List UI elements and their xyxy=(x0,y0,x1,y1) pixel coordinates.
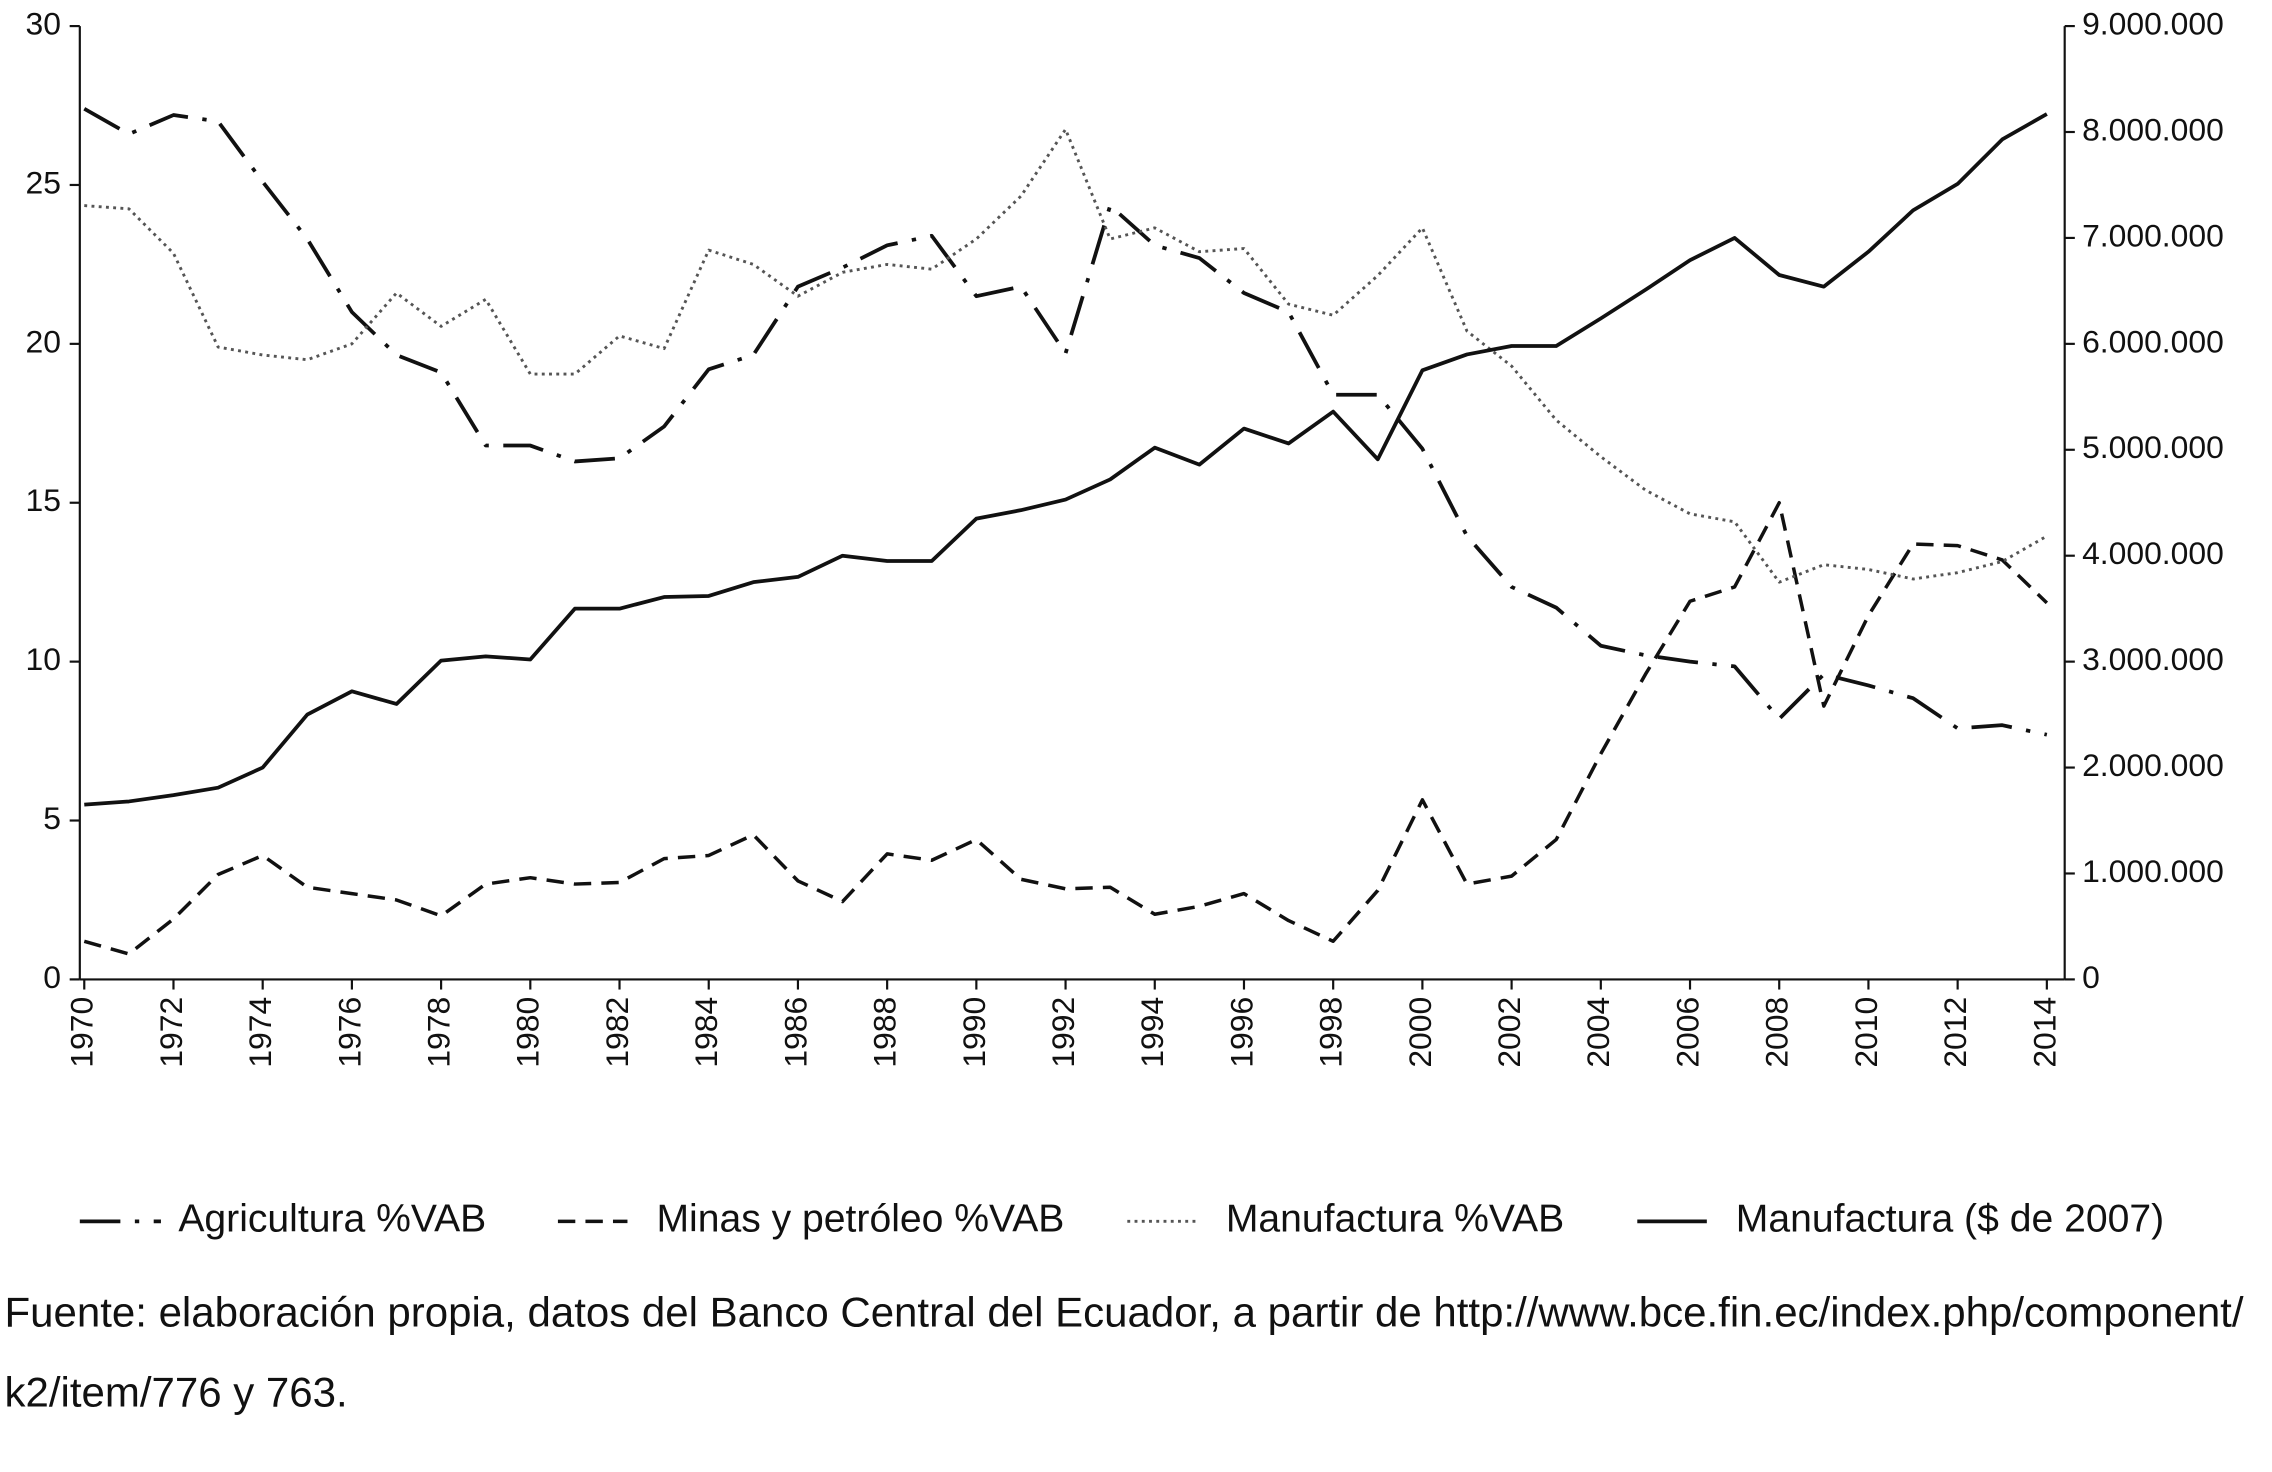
y2-tick-label: 0 xyxy=(2082,959,2100,995)
x-tick-label: 2014 xyxy=(2026,997,2062,1068)
source-note: k2/item/776 y 763. xyxy=(4,1368,347,1415)
x-tick-label: 1982 xyxy=(599,997,635,1068)
y2-tick-label: 6.000.000 xyxy=(2082,323,2224,359)
x-tick-label: 1994 xyxy=(1134,997,1170,1068)
legend-label: Manufactura %VAB xyxy=(1226,1198,1564,1241)
x-tick-label: 1974 xyxy=(242,997,278,1068)
y-tick-label: 0 xyxy=(43,959,61,995)
source-note: Fuente: elaboración propia, datos del Ba… xyxy=(4,1289,2243,1336)
legend-label: Agricultura %VAB xyxy=(178,1198,486,1241)
y2-tick-label: 2.000.000 xyxy=(2082,747,2224,783)
x-tick-label: 1990 xyxy=(956,997,992,1068)
y-tick-label: 20 xyxy=(26,323,61,359)
y2-tick-label: 3.000.000 xyxy=(2082,641,2224,677)
y2-tick-label: 7.000.000 xyxy=(2082,217,2224,253)
y2-tick-label: 1.000.000 xyxy=(2082,853,2224,889)
y2-tick-label: 9.000.000 xyxy=(2082,6,2224,42)
x-tick-label: 2008 xyxy=(1759,997,1795,1068)
series-line xyxy=(83,107,2048,737)
x-tick-label: 2010 xyxy=(1848,997,1884,1068)
x-tick-label: 1998 xyxy=(1313,997,1349,1068)
y-tick-label: 5 xyxy=(43,800,61,836)
series-line xyxy=(84,112,2048,807)
y2-tick-label: 5.000.000 xyxy=(2082,429,2224,465)
x-tick-label: 1984 xyxy=(688,997,724,1068)
x-tick-label: 1978 xyxy=(421,997,457,1068)
x-tick-label: 2002 xyxy=(1491,997,1527,1068)
x-tick-label: 1996 xyxy=(1223,997,1259,1068)
x-tick-label: 1988 xyxy=(867,997,903,1068)
x-tick-label: 1992 xyxy=(1045,997,1081,1068)
y-tick-label: 30 xyxy=(26,6,61,42)
x-tick-label: 1972 xyxy=(153,997,189,1068)
y-tick-label: 10 xyxy=(26,641,61,677)
y-tick-label: 25 xyxy=(26,164,61,200)
x-tick-label: 2006 xyxy=(1669,997,1705,1068)
legend-label: Manufactura ($ de 2007) xyxy=(1736,1198,2164,1241)
series-line xyxy=(83,501,2049,956)
x-tick-label: 2004 xyxy=(1580,997,1616,1068)
x-tick-label: 1970 xyxy=(64,997,100,1068)
x-tick-label: 1980 xyxy=(510,997,546,1068)
x-tick-label: 2000 xyxy=(1402,997,1438,1068)
series-line xyxy=(84,127,2048,584)
x-tick-label: 2012 xyxy=(1937,997,1973,1068)
y2-tick-label: 8.000.000 xyxy=(2082,111,2224,147)
y-tick-label: 15 xyxy=(26,482,61,518)
y2-tick-label: 4.000.000 xyxy=(2082,535,2224,571)
x-tick-label: 1986 xyxy=(777,997,813,1068)
x-tick-label: 1976 xyxy=(331,997,367,1068)
legend-label: Minas y petróleo %VAB xyxy=(656,1198,1064,1241)
